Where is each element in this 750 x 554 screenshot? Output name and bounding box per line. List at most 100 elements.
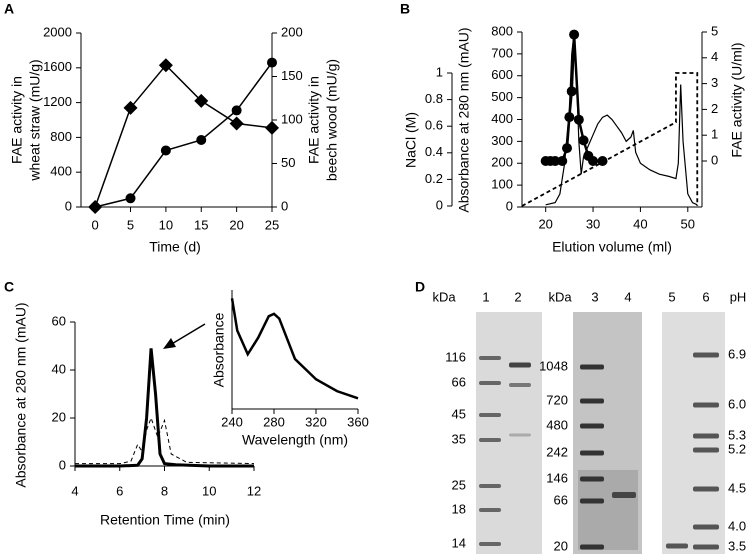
- x-tick-label: 40: [633, 216, 647, 231]
- axis-title: FAE activity in: [306, 76, 322, 164]
- marker-label: 4.0: [728, 518, 746, 533]
- x-tick-label: 240: [221, 414, 243, 429]
- x-tick-label: 20: [229, 217, 243, 232]
- marker: [550, 156, 561, 166]
- panel-label: B: [400, 1, 410, 17]
- marker: [194, 93, 209, 108]
- y3-tick-label: 0.2: [425, 171, 443, 186]
- y2-tick-label: 0: [281, 198, 288, 213]
- gel-band: [479, 508, 501, 512]
- x-axis-title: Elution volume (ml): [552, 239, 672, 255]
- gel-band: [479, 381, 501, 385]
- gel-band: [693, 402, 719, 408]
- gel-band: [580, 423, 604, 429]
- marker: [160, 145, 171, 156]
- series-line: [75, 348, 254, 468]
- gel-band: [693, 447, 719, 453]
- marker-label: 18: [452, 501, 466, 516]
- marker: [573, 114, 584, 125]
- y-tick-label: 100: [491, 177, 513, 192]
- lane-label: 1: [482, 289, 489, 304]
- marker-label: 66: [452, 374, 466, 389]
- x-tick-label: 20: [538, 216, 552, 231]
- y2-tick-label: 5: [711, 23, 718, 38]
- lane-label: 4: [624, 289, 631, 304]
- marker: [125, 193, 136, 204]
- y2-tick-label: 200: [281, 24, 303, 39]
- marker-label: 146: [546, 470, 568, 485]
- x-tick-label: 10: [202, 483, 216, 498]
- y2-tick-label: 100: [281, 111, 303, 126]
- unit-label: kDa: [432, 289, 456, 304]
- arrow-head: [163, 338, 176, 349]
- y-tick-label: 2000: [43, 24, 72, 39]
- marker-label: 480: [546, 417, 568, 432]
- marker-label: 14: [452, 535, 466, 550]
- gel-band: [509, 433, 531, 437]
- gel: [662, 312, 725, 554]
- axis-title: FAE activity (U/ml): [729, 42, 745, 157]
- axis-title: Absorbance at 280 nm (mAU): [13, 302, 29, 487]
- y2-tick-label: 4: [711, 49, 718, 64]
- x-tick-label: 4: [71, 483, 78, 498]
- marker-label: 5.3: [728, 427, 746, 442]
- y-tick-label: 60: [52, 313, 66, 328]
- y2-tick-label: 150: [281, 68, 303, 83]
- y3-tick-label: 0.4: [425, 144, 443, 159]
- marker: [231, 105, 242, 116]
- y-tick-label: 1600: [43, 59, 72, 74]
- y-tick-label: 500: [491, 89, 513, 104]
- series-line: [521, 72, 699, 207]
- y-tick-label: 400: [491, 111, 513, 126]
- y-tick-label: 0: [59, 457, 66, 472]
- x-tick-label: 25: [265, 217, 279, 232]
- marker: [265, 120, 279, 135]
- y3-tick-label: 1: [436, 64, 443, 79]
- axis-title: Absorbance: [211, 312, 227, 387]
- marker-label: 6.0: [728, 396, 746, 411]
- y2-tick-label: 2: [711, 101, 718, 116]
- lane-label: 6: [702, 289, 709, 304]
- lane-label: 5: [668, 289, 675, 304]
- marker-label: 116: [445, 349, 466, 364]
- axis-title: Absorbance at 280 nm (mAU): [456, 27, 472, 212]
- marker-label: 5.2: [728, 441, 746, 456]
- x-tick-label: 320: [305, 414, 327, 429]
- gel-band: [479, 484, 501, 488]
- marker-label: 720: [546, 392, 568, 407]
- marker: [158, 58, 173, 73]
- marker-label: 242: [546, 444, 568, 459]
- marker: [578, 135, 589, 146]
- gel-band: [580, 498, 604, 504]
- x-tick-label: 280: [263, 414, 285, 429]
- x-tick-label: 6: [116, 483, 123, 498]
- axis-title: FAE activity in: [9, 76, 25, 164]
- y3-tick-label: 0.8: [425, 91, 443, 106]
- x-tick-label: 360: [347, 414, 369, 429]
- marker-label: 20: [554, 538, 568, 553]
- gel-band: [580, 398, 604, 404]
- x-tick-label: 0: [92, 217, 99, 232]
- gel-band: [509, 383, 531, 387]
- x-axis-title: Retention Time (min): [100, 512, 230, 528]
- y-tick-label: 300: [491, 133, 513, 148]
- gel-band: [693, 352, 719, 358]
- marker: [229, 116, 244, 131]
- y2-tick-label: 0: [711, 152, 718, 167]
- y-tick-label: 600: [491, 67, 513, 82]
- unit-label: kDa: [548, 289, 572, 304]
- gel-band: [509, 362, 531, 368]
- marker: [569, 29, 580, 40]
- marker-label: 25: [452, 477, 466, 492]
- gel-band: [666, 543, 688, 549]
- y-tick-label: 20: [52, 409, 66, 424]
- y-tick-label: 800: [50, 129, 72, 144]
- x-tick-label: 30: [586, 216, 600, 231]
- marker: [267, 57, 277, 68]
- lane-label: 3: [591, 289, 598, 304]
- y3-tick-label: 0.6: [425, 118, 443, 133]
- series-line: [230, 298, 359, 400]
- marker-label: 66: [554, 492, 568, 507]
- gel-band: [580, 476, 604, 482]
